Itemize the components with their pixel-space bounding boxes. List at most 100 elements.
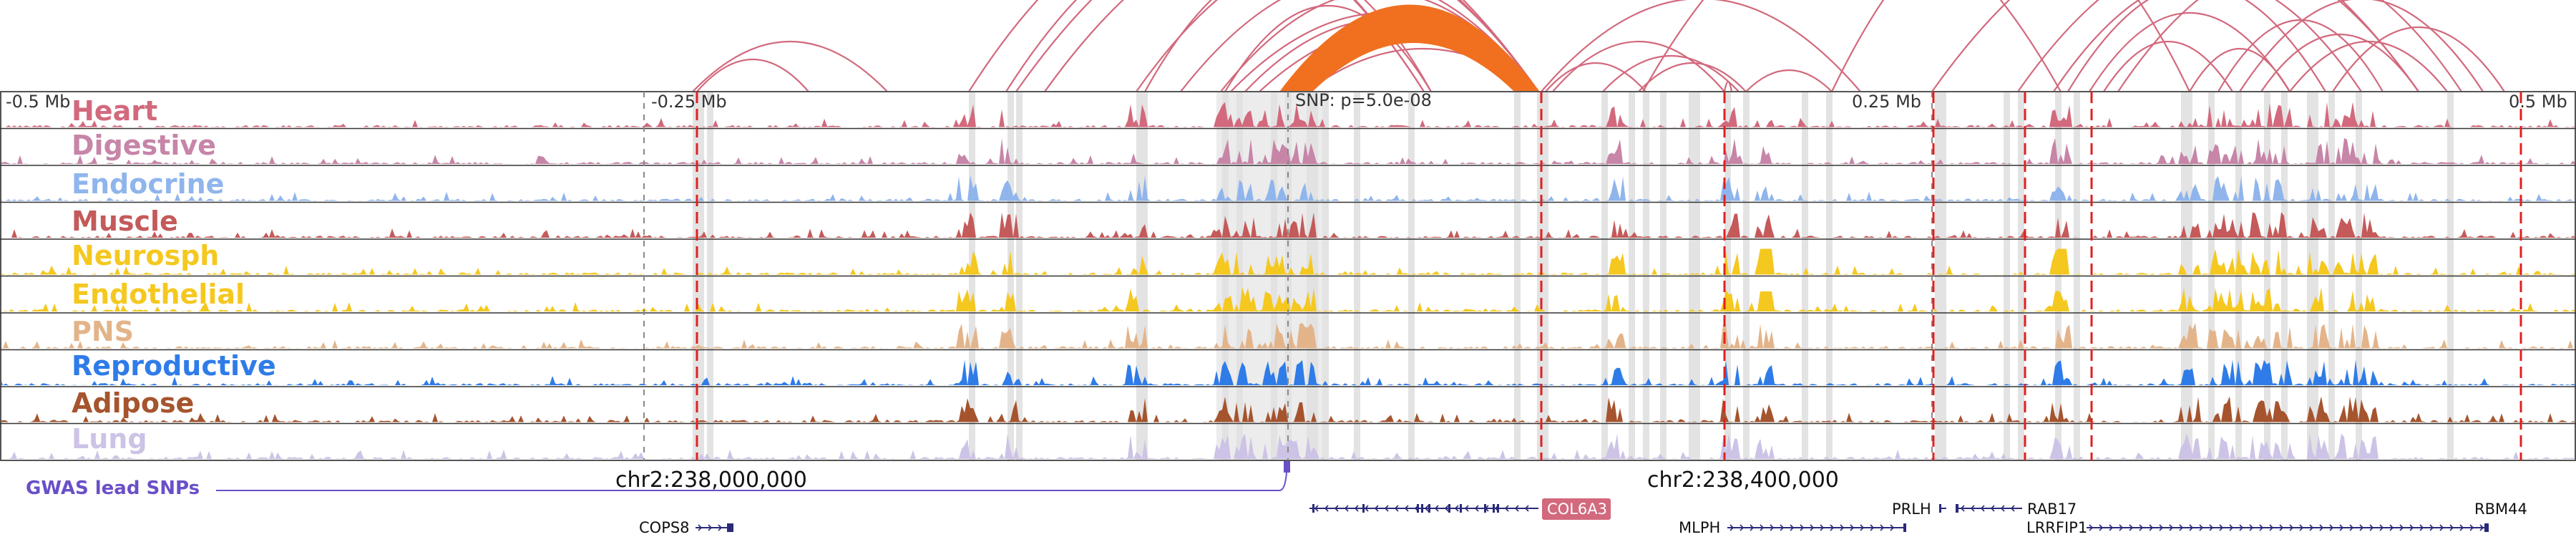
signal-adipose [0, 396, 2576, 422]
track-label-reproductive: Reproductive [72, 350, 276, 382]
snp-pvalue-label: SNP: p=5.0e-08 [1295, 90, 1432, 110]
coordinate-label-right: chr2:238,400,000 [1647, 468, 1839, 493]
gene-lrrfip1-strand-arrow [2179, 524, 2184, 531]
interaction-arc-highlight [1289, 16, 1532, 92]
scale-label-plus-05: 0.5 Mb [2509, 92, 2567, 112]
gene-col6a3-strand-arrow [1324, 505, 1329, 512]
gene-mlph-strand-arrow [1800, 524, 1805, 531]
interaction-arc [1602, 54, 1740, 92]
gwas-track-label: GWAS lead SNPs [26, 478, 200, 499]
track-label-endothelial: Endothelial [72, 279, 245, 310]
gene-label-col6a3[interactable]: COL6A3 [1547, 500, 1607, 518]
gene-col6a3-strand-arrow [1374, 505, 1379, 512]
gene-col6a3-exon [1421, 504, 1423, 513]
gene-col6a3-strand-arrow [1524, 505, 1529, 512]
gene-lrrfip1-strand-arrow [2359, 524, 2364, 531]
gene-lrrfip1-strand-arrow [2429, 524, 2434, 531]
gene-lrrfip1-strand-arrow [2219, 524, 2224, 531]
gene-prlh-exon [1939, 504, 1941, 513]
gene-col6a3-exon [1448, 504, 1450, 513]
interaction-arc [1642, 0, 2062, 92]
gene-col6a3-strand-arrow [1504, 505, 1509, 512]
gene-label-prlh[interactable]: PRLH [1892, 500, 1931, 518]
gene-label-cops8[interactable]: COPS8 [639, 519, 690, 536]
gene-highlight-col6a3 [1542, 498, 1611, 520]
interaction-arc [1044, 0, 1539, 92]
gene-cops8-strand-arrow [698, 524, 703, 531]
gene-mlph-strand-arrow [1790, 524, 1795, 531]
gene-rab17-strand-arrow [1970, 505, 1975, 512]
interaction-arc [1638, 62, 1747, 92]
gene-label-rab17[interactable]: RAB17 [2027, 500, 2077, 518]
interaction-arc [1745, 69, 1833, 92]
gene-lrrfip1-strand-arrow [2399, 524, 2404, 531]
gene-lrrfip1-strand-arrow [2279, 524, 2284, 531]
gene-lrrfip1-strand-arrow [2169, 524, 2174, 531]
gene-lrrfip1-strand-arrow [2209, 524, 2214, 531]
interaction-arc-highlight [1309, 40, 1517, 93]
gene-rab17-strand-arrow [1990, 505, 1995, 512]
gene-mlph-strand-arrow [1729, 524, 1735, 531]
signal-reproductive [0, 359, 2576, 385]
gene-lrrfip1-strand-arrow [2339, 524, 2344, 531]
interaction-arc [692, 41, 888, 92]
interaction-arc [1545, 62, 1646, 92]
scale-label-minus-05: -0.5 Mb [6, 92, 70, 112]
gene-col6a3-strand-arrow [1394, 505, 1399, 512]
gene-mlph-strand-arrow [1850, 524, 1855, 531]
interaction-arc [2260, 34, 2419, 92]
gene-mlph-strand-arrow [1740, 524, 1745, 531]
interaction-arc [2067, 0, 2326, 92]
interaction-arc [2289, 40, 2448, 92]
gwas-connector-line [216, 461, 1289, 491]
interaction-arc [696, 59, 809, 92]
gene-col6a3-exon [1493, 504, 1495, 513]
gene-col6a3-exon [1428, 504, 1430, 513]
gene-lrrfip1-strand-arrow [2259, 524, 2264, 531]
gene-col6a3-strand-arrow [1424, 505, 1429, 512]
gene-col6a3-exon [1417, 504, 1419, 513]
gene-rab17-strand-arrow [1960, 505, 1965, 512]
gene-col6a3-strand-arrow [1384, 505, 1389, 512]
gene-lrrfip1-strand-arrow [2459, 524, 2464, 531]
gene-lrrfip1-strand-arrow [2229, 524, 2234, 531]
interaction-arc [2103, 41, 2233, 92]
gene-col6a3-strand-arrow [1464, 505, 1469, 512]
gene-col6a3-strand-arrow [1434, 505, 1439, 512]
gene-col6a3-exon [1312, 504, 1314, 513]
gene-col6a3-exon [1497, 504, 1499, 513]
interaction-arc-highlight [1292, 20, 1530, 92]
gene-cops8-strand-arrow [718, 524, 723, 531]
gene-mlph-strand-arrow [1750, 524, 1755, 531]
gene-mlph-strand-arrow [1890, 524, 1895, 531]
interaction-arc [1541, 0, 1861, 92]
gene-lrrfip1-strand-arrow [2159, 524, 2164, 531]
interaction-arc [1552, 41, 1725, 92]
interaction-arc-highlight [1291, 18, 1531, 92]
signal-muscle [0, 212, 2576, 238]
interaction-arc [2117, 0, 2462, 92]
signal-neurosph [0, 248, 2576, 275]
track-label-heart: Heart [72, 95, 157, 127]
gene-lrrfip1-strand-arrow [2309, 524, 2314, 531]
gene-mlph-strand-arrow [1820, 524, 1825, 531]
gene-mlph-strand-arrow [1840, 524, 1845, 531]
gene-label-mlph[interactable]: MLPH [1679, 519, 1720, 536]
gene-lrrfip1-strand-arrow [2419, 524, 2424, 531]
gene-lrrfip1-strand-arrow [2439, 524, 2444, 531]
track-label-endocrine: Endocrine [72, 168, 224, 200]
gene-label-lrrfip1[interactable]: LRRFIP1 [2026, 519, 2087, 536]
gene-lrrfip1-strand-arrow [2269, 524, 2274, 531]
interaction-arc-highlight [1294, 21, 1529, 92]
gene-mlph-strand-arrow [1870, 524, 1875, 531]
gene-col6a3-strand-arrow [1454, 505, 1459, 512]
interaction-arc [1224, 4, 1432, 92]
gene-lrrfip1-exon [2484, 523, 2489, 532]
gene-mlph-strand-arrow [1880, 524, 1885, 531]
gene-mlph-strand-arrow [1810, 524, 1815, 531]
gene-label-rbm44[interactable]: RBM44 [2474, 500, 2527, 518]
gene-lrrfip1-strand-arrow [2149, 524, 2154, 531]
gene-lrrfip1-strand-arrow [2409, 524, 2414, 531]
gene-lrrfip1-strand-arrow [2349, 524, 2354, 531]
gene-col6a3-strand-arrow [1514, 505, 1519, 512]
